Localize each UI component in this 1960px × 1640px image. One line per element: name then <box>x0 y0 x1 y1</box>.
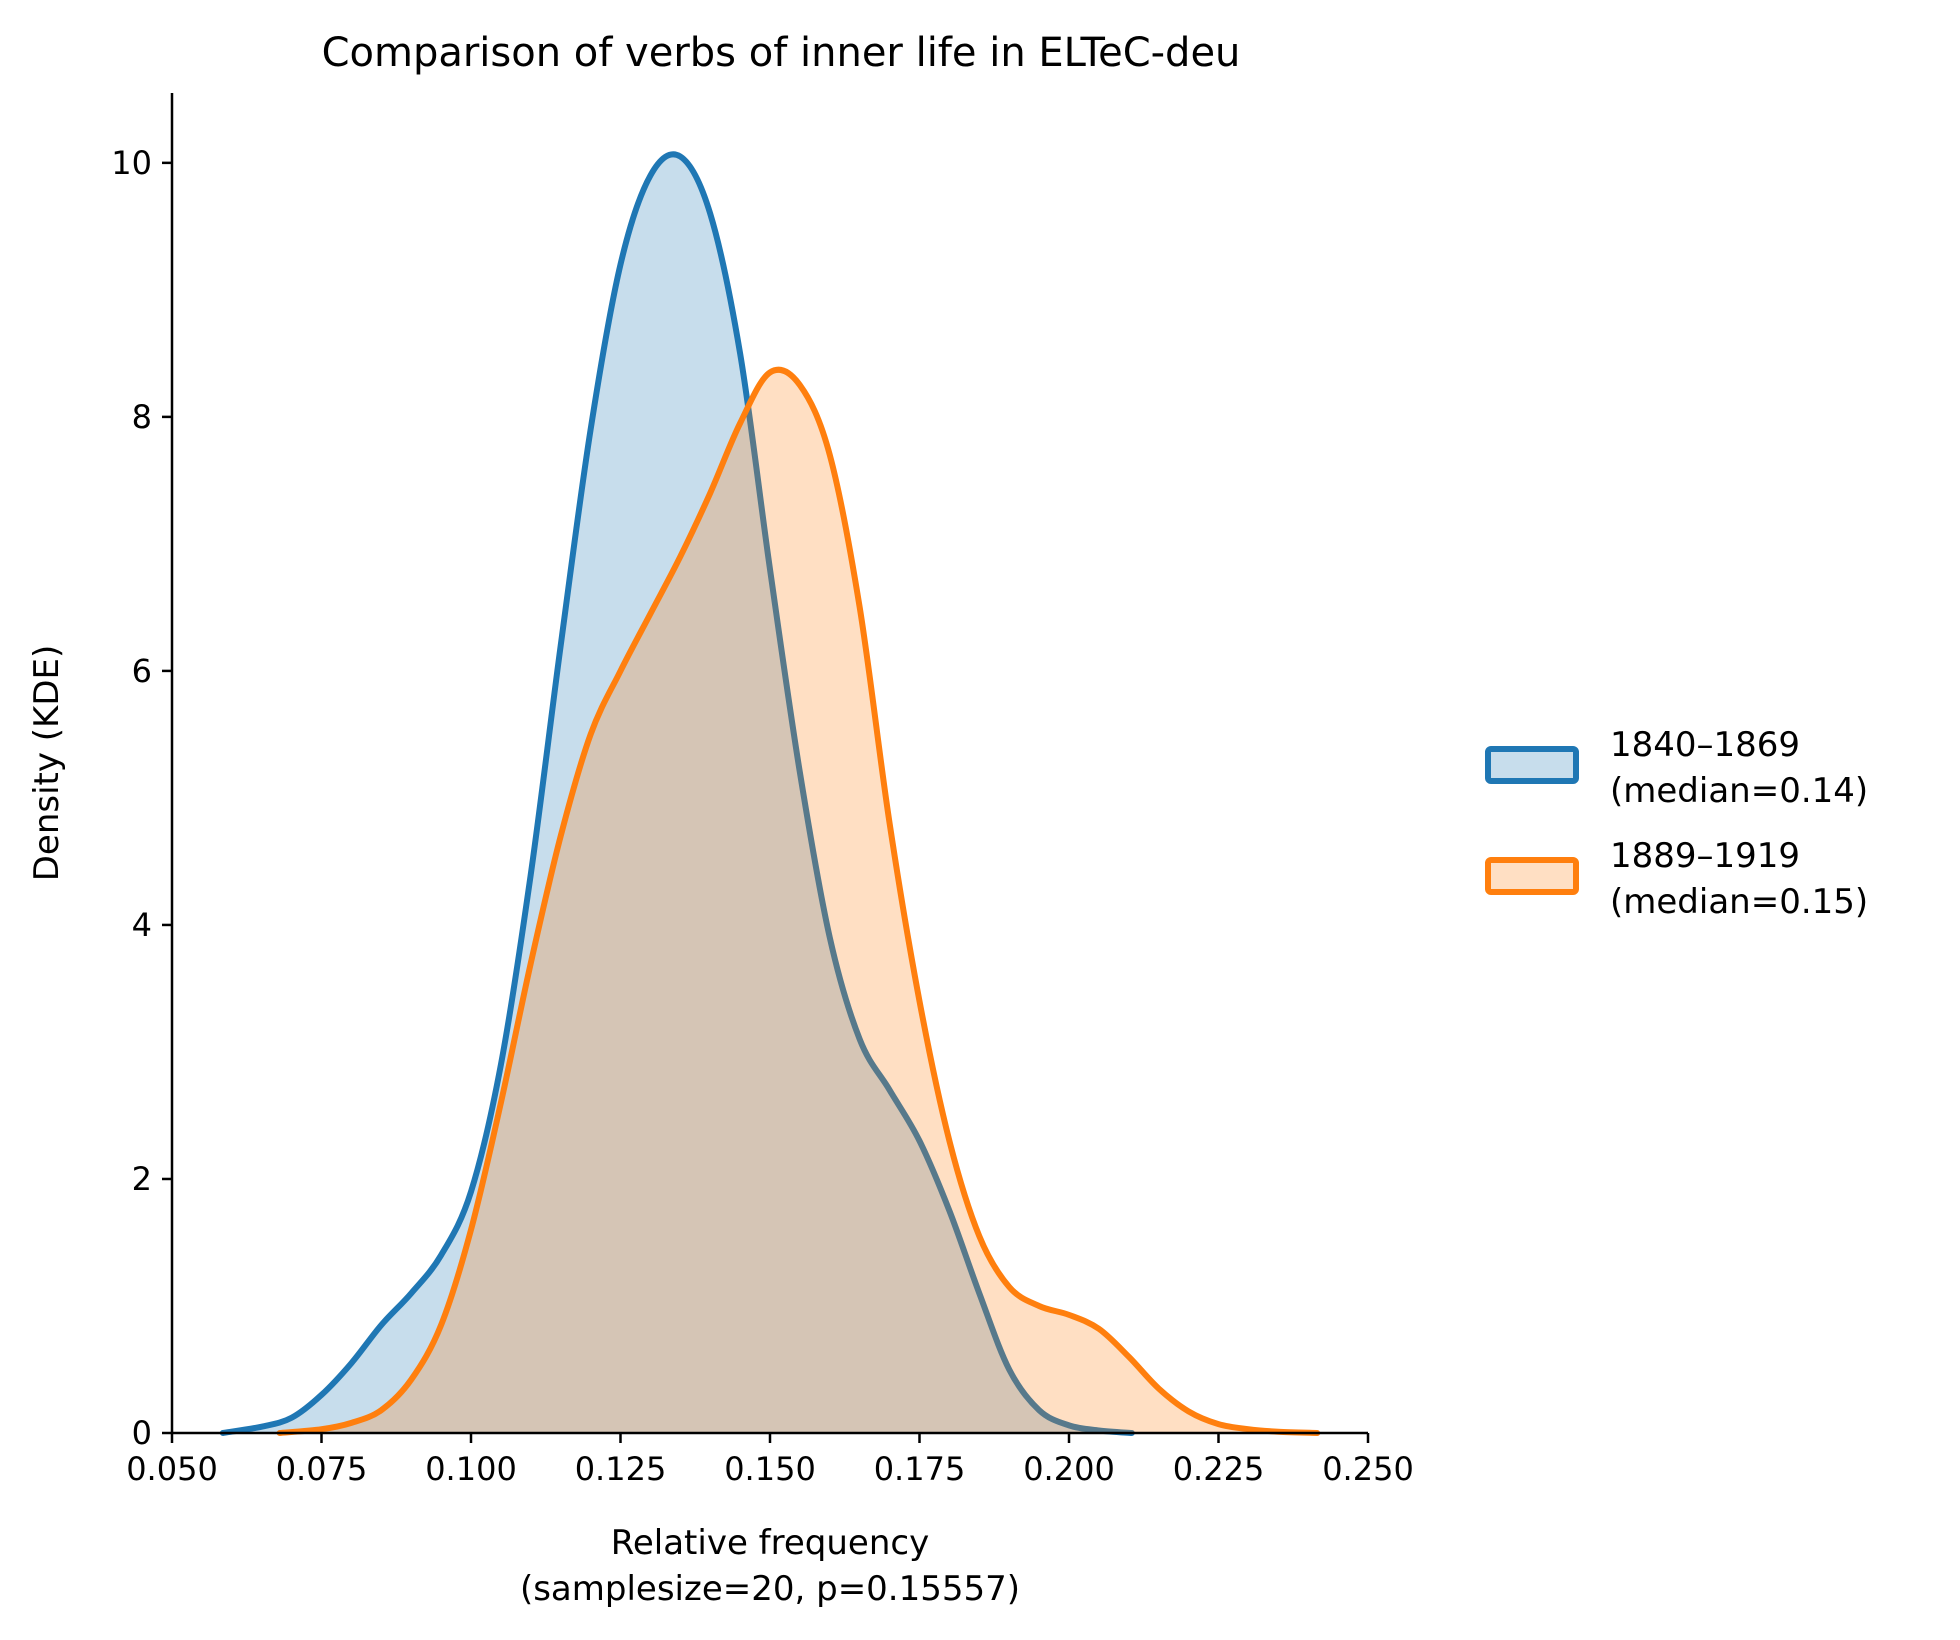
y-tick-label: 0 <box>132 1414 152 1452</box>
y-tick-label: 8 <box>132 398 152 436</box>
series-2-line <box>276 366 1321 1436</box>
legend: 1840–1869 (median=0.14) 1889–1919 (median=0… <box>1485 725 1868 922</box>
legend-swatch-2 <box>1485 857 1579 895</box>
x-tick-label: 0.225 <box>1173 1450 1265 1488</box>
chart-title: Comparison of verbs of inner life in ELT… <box>322 30 1241 76</box>
series-2-area <box>279 369 1318 1433</box>
y-tick-label: 6 <box>132 652 152 690</box>
y-tick-label: 10 <box>111 144 152 182</box>
y-tick-label: 4 <box>132 906 152 944</box>
series-layer <box>219 151 1321 1436</box>
y-ticks: 0 2 4 6 8 10 <box>111 144 172 1452</box>
y-axis-label: Density (KDE) <box>27 645 67 882</box>
x-axis-label: Relative frequency <box>611 1523 929 1563</box>
x-tick-label: 0.100 <box>425 1450 517 1488</box>
legend-label-1: (median=0.14) <box>1610 771 1868 811</box>
series-1-area <box>222 154 1132 1433</box>
x-tick-label: 0.175 <box>874 1450 966 1488</box>
legend-label-2: 1889–1919 <box>1610 836 1800 876</box>
x-tick-label: 0.150 <box>724 1450 816 1488</box>
legend-label-1: 1840–1869 <box>1610 725 1800 765</box>
legend-label-2: (median=0.15) <box>1610 882 1868 922</box>
x-tick-label: 0.075 <box>276 1450 368 1488</box>
x-tick-label: 0.125 <box>575 1450 667 1488</box>
x-tick-label: 0.050 <box>126 1450 218 1488</box>
x-ticks: 0.050 0.075 0.100 0.125 0.150 0.175 0.200 0.225… <box>126 1433 1414 1488</box>
x-tick-label: 0.250 <box>1322 1450 1414 1488</box>
y-tick-label: 2 <box>132 1160 152 1198</box>
legend-swatch-1 <box>1485 746 1579 784</box>
x-axis-sublabel: (samplesize=20, p=0.15557) <box>520 1569 1020 1609</box>
x-tick-label: 0.200 <box>1023 1450 1115 1488</box>
series-1-line <box>219 151 1135 1436</box>
